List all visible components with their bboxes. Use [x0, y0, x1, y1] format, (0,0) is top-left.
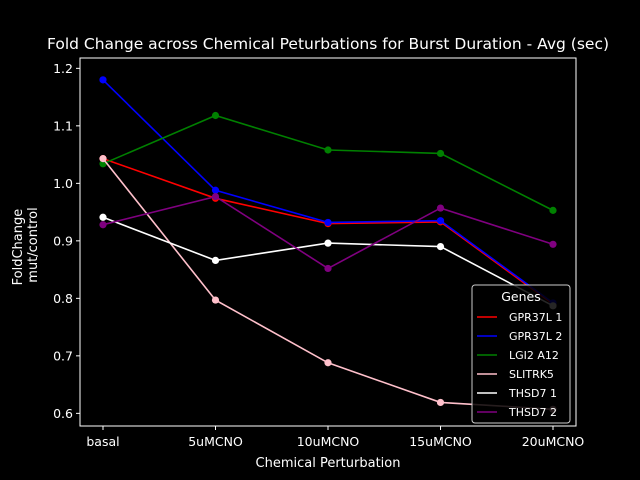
y-tick-label: 0.7 [53, 348, 73, 363]
data-point-thsd7-2 [436, 204, 445, 212]
series-line-thsd7-2 [102, 195, 554, 270]
x-tick-label: basal [86, 434, 119, 449]
legend-entry-label: GPR37L 1 [509, 311, 562, 324]
legend-box [471, 284, 571, 424]
data-point-slitrk5 [99, 155, 107, 163]
data-point-thsd7-1 [211, 256, 220, 264]
x-tick-label: 5uMCNO [188, 434, 243, 449]
data-point-lgi2-a12 [211, 111, 220, 120]
data-point-thsd7-2 [99, 221, 107, 229]
data-point-slitrk5 [211, 296, 220, 304]
data-point-thsd7-1 [436, 243, 445, 251]
data-point-thsd7-2 [549, 240, 557, 248]
y-axis: 0.6 0.7 0.8 0.9 1.0 1.1 1.2 [53, 61, 80, 421]
y-axis-label-line-1: FoldChange [11, 209, 26, 286]
x-axis: basal 5uMCNO 10uMCNO 15uMCNO 20uMCNO [86, 426, 584, 449]
x-axis-label: Chemical Perturbation [256, 456, 401, 471]
legend-title: Genes [501, 289, 541, 304]
x-tick-label: 15uMCNO [409, 434, 472, 449]
data-point-slitrk5 [324, 359, 332, 367]
legend-entry-label: LGI2 A12 [509, 349, 559, 362]
y-tick-label: 0.6 [53, 406, 73, 421]
data-point-gpr37l-2 [324, 218, 332, 227]
data-point-slitrk5 [436, 398, 445, 407]
y-axis-label: FoldChange mut/control [11, 205, 41, 286]
data-point-lgi2-a12 [549, 206, 557, 214]
y-tick-label: 1.2 [53, 61, 73, 76]
x-tick-label: 10uMCNO [297, 434, 360, 449]
data-point-thsd7-2 [211, 192, 220, 201]
series-line-gpr37l-1 [102, 157, 554, 305]
data-point-lgi2-a12 [324, 146, 332, 154]
legend-entry-label: THSD7 1 [508, 387, 557, 400]
data-point-gpr37l-2 [211, 186, 220, 194]
series-line-lgi2-a12 [102, 114, 554, 212]
data-point-lgi2-a12 [436, 149, 445, 158]
legend-entry-label: SLITRK5 [509, 368, 554, 381]
y-axis-label-line-2: mut/control [26, 207, 41, 282]
data-point-thsd7-1 [324, 239, 332, 247]
data-point-gpr37l-2 [99, 76, 107, 84]
y-tick-label: 0.9 [53, 233, 73, 248]
data-point-gpr37l-2 [436, 217, 445, 225]
y-tick-label: 1.1 [53, 118, 73, 133]
chart-title: Fold Change across Chemical Peturbations… [47, 35, 609, 53]
legend-entry-label: THSD7 2 [508, 406, 557, 419]
legend-entry-label: GPR37L 2 [509, 330, 562, 343]
data-point-thsd7-2 [324, 264, 332, 273]
y-tick-label: 1.0 [53, 176, 73, 191]
y-tick-label: 0.8 [53, 291, 73, 306]
legend: Genes GPR37L 1 GPR37L 2 LGI2 A12 SLITRK5 THSD… [471, 284, 571, 424]
x-tick-label: 20uMCNO [522, 434, 585, 449]
data-point-thsd7-1 [99, 213, 107, 221]
